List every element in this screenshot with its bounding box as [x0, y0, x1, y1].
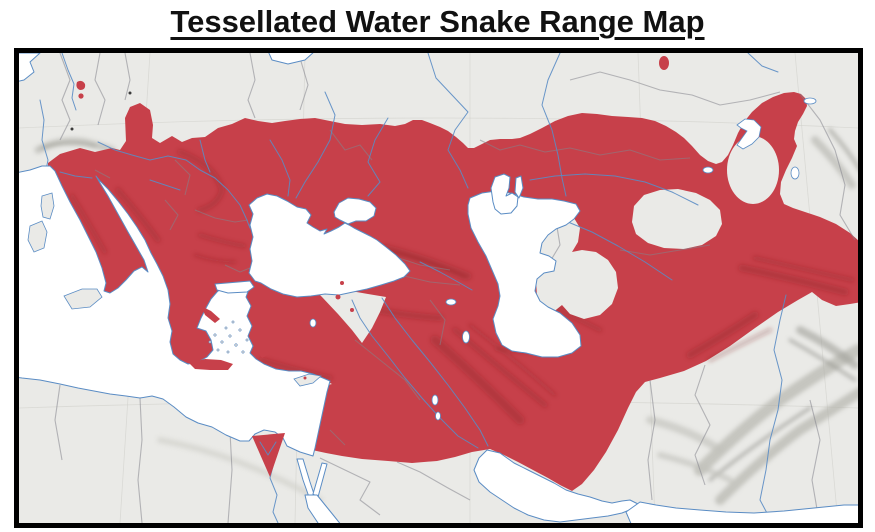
black-sea	[248, 193, 411, 298]
marmara-sea	[214, 280, 255, 294]
crete-island	[189, 359, 233, 370]
cyprus-island	[293, 373, 322, 387]
map-frame	[14, 48, 863, 528]
lakes	[309, 97, 817, 421]
azov-sea	[333, 197, 377, 225]
iraq-lake-2	[435, 411, 441, 421]
corsica-island	[40, 192, 55, 220]
cyprus-dot	[303, 376, 307, 380]
lake-urmia	[462, 330, 470, 344]
balkhash-region-gap	[727, 136, 779, 204]
map-speck-1	[128, 91, 132, 95]
baltic-sea	[268, 53, 314, 65]
caspian-sea	[467, 190, 582, 358]
lake-van	[445, 298, 457, 306]
seas	[19, 53, 858, 523]
lake-tuz	[309, 318, 317, 328]
central-kazakhstan-gap	[632, 189, 722, 249]
germany-isolate-2	[78, 93, 84, 99]
lake-zaysan	[803, 97, 817, 105]
caspian-east-gap	[536, 213, 618, 319]
map-speck-2	[70, 127, 74, 131]
gulf-of-oman	[625, 501, 858, 523]
iraq-lake-1	[431, 394, 439, 406]
evia-island	[201, 306, 220, 323]
lake-issyk	[702, 166, 714, 174]
rhodes-island	[257, 348, 270, 358]
page-title: Tessellated Water Snake Range Map	[170, 4, 705, 39]
terrain-relief	[34, 128, 858, 505]
kazakhstan-isolate	[659, 56, 669, 70]
north-sea	[19, 53, 41, 82]
isolated-populations	[70, 56, 669, 477]
islands	[27, 192, 322, 387]
country-borders	[54, 53, 856, 523]
rivers	[39, 53, 787, 523]
aral-sliver	[514, 175, 524, 199]
anatolia-dot-1	[340, 281, 344, 285]
lake-alakol	[790, 166, 800, 180]
aral-lakes	[490, 173, 519, 215]
mediterranean-sea	[19, 165, 331, 457]
red-sea	[304, 494, 341, 523]
germany-isolate-1	[76, 80, 86, 90]
anatolia-dot-2	[335, 294, 341, 300]
lake-balkhash	[736, 118, 762, 150]
anatolia-dot-3	[350, 308, 354, 312]
sardinia-island	[27, 220, 48, 253]
aegean-islets	[208, 320, 249, 354]
sicily-island	[63, 288, 103, 310]
